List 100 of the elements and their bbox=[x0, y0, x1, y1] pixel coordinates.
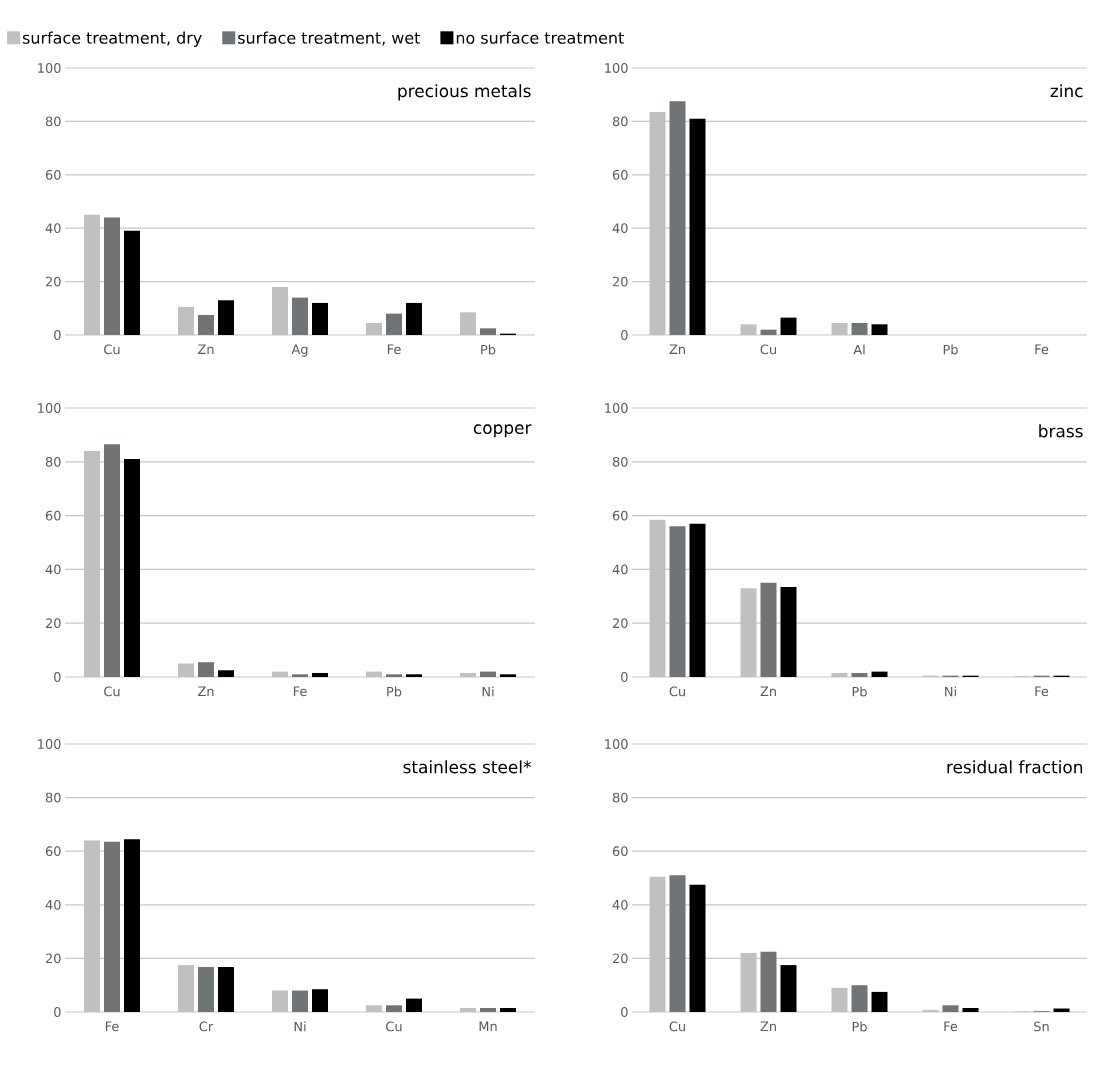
y-tick-label: 80 bbox=[45, 456, 61, 467]
x-tick-label: Ag bbox=[291, 344, 308, 357]
text: brass bbox=[1039, 424, 1083, 438]
y-tick-label: 60 bbox=[45, 169, 61, 180]
x-tick-label: Fe bbox=[293, 686, 307, 697]
y-tick-label: 100 bbox=[38, 403, 61, 413]
x-tick-label: Pb bbox=[852, 1021, 867, 1032]
x-tick-label: Cr bbox=[199, 1021, 214, 1032]
x-tick-label: Al bbox=[853, 344, 865, 355]
x-tick-label: Zn bbox=[760, 1021, 776, 1031]
y-tick-label: 0 bbox=[621, 330, 628, 340]
x-tick-label: Fe bbox=[1035, 344, 1049, 355]
x-tick-label: Zn bbox=[198, 344, 214, 354]
bar bbox=[292, 674, 308, 677]
y-tick-label: 80 bbox=[612, 456, 628, 467]
bar bbox=[871, 991, 888, 1012]
bar bbox=[406, 302, 422, 335]
x-tick-label: Zn bbox=[198, 686, 214, 696]
y-tick-label: 60 bbox=[612, 169, 628, 180]
y-tick-label: 0 bbox=[54, 672, 61, 682]
y-tick-label: 20 bbox=[612, 618, 628, 629]
text: copper bbox=[473, 424, 532, 438]
text: stainless steel* bbox=[403, 760, 531, 774]
bar bbox=[851, 322, 868, 335]
bar bbox=[480, 1007, 496, 1012]
bar bbox=[851, 672, 868, 677]
bar bbox=[386, 313, 402, 335]
y-tick-label: 80 bbox=[612, 116, 628, 127]
x-tick-label: Cu bbox=[669, 1021, 685, 1032]
y-tick-label: 40 bbox=[45, 564, 61, 575]
bar bbox=[386, 674, 402, 677]
text: zinc bbox=[1050, 84, 1083, 98]
legend-label: surface treatment, wet bbox=[238, 31, 421, 46]
bar bbox=[292, 297, 308, 335]
y-tick-label: 100 bbox=[605, 739, 628, 749]
x-tick-label: Mn bbox=[479, 1021, 497, 1031]
y-tick-label: 40 bbox=[612, 223, 628, 234]
bar bbox=[312, 672, 328, 677]
bar bbox=[480, 671, 496, 677]
bar bbox=[760, 951, 777, 1012]
x-tick-label: Zn bbox=[669, 344, 685, 354]
x-tick-label: Fe bbox=[944, 1021, 958, 1032]
bar bbox=[406, 998, 422, 1012]
bar bbox=[871, 324, 888, 335]
y-tick-label: 100 bbox=[605, 63, 628, 73]
y-tick-label: 20 bbox=[612, 953, 628, 964]
bar bbox=[669, 875, 686, 1012]
bar bbox=[198, 662, 214, 677]
x-tick-label: Fe bbox=[105, 1021, 119, 1032]
bar bbox=[124, 839, 140, 1012]
bar bbox=[124, 459, 140, 677]
text: precious metals bbox=[398, 84, 531, 101]
x-tick-label: Ni bbox=[294, 1021, 306, 1032]
bar bbox=[104, 841, 120, 1012]
x-tick-label: Fe bbox=[1035, 686, 1049, 697]
bar bbox=[386, 1005, 402, 1012]
y-tick-label: 20 bbox=[612, 276, 628, 287]
x-tick-label: Cu bbox=[669, 686, 685, 697]
x-tick-label: Pb bbox=[387, 686, 402, 697]
x-tick-label: Fe bbox=[387, 344, 401, 355]
bar bbox=[198, 966, 214, 1012]
y-tick-label: 0 bbox=[621, 672, 628, 682]
x-tick-label: Pb bbox=[852, 686, 867, 697]
bar bbox=[406, 674, 422, 677]
bar bbox=[124, 230, 140, 335]
y-tick-label: 80 bbox=[612, 792, 628, 803]
x-tick-label: Pb bbox=[943, 344, 958, 355]
y-tick-label: 100 bbox=[38, 63, 61, 73]
y-tick-label: 0 bbox=[54, 330, 61, 340]
bar bbox=[500, 674, 516, 677]
y-tick-label: 100 bbox=[38, 739, 61, 749]
y-tick-label: 60 bbox=[45, 846, 61, 857]
bar bbox=[760, 582, 777, 677]
y-tick-label: 40 bbox=[612, 899, 628, 910]
x-tick-label: Ni bbox=[945, 686, 956, 697]
x-tick-label: Cu bbox=[104, 686, 120, 697]
y-tick-label: 40 bbox=[45, 223, 61, 234]
y-tick-label: 60 bbox=[612, 510, 628, 521]
legend-label: no surface treatment bbox=[456, 31, 624, 44]
bar bbox=[312, 302, 328, 335]
y-tick-label: 0 bbox=[54, 1007, 61, 1017]
x-tick-label: Cu bbox=[386, 1021, 402, 1032]
legend-label: surface treatment, dry bbox=[22, 31, 202, 47]
bar bbox=[669, 101, 686, 335]
x-tick-label: Sn bbox=[1034, 1021, 1049, 1032]
x-tick-label: Cu bbox=[104, 344, 120, 355]
bar bbox=[780, 965, 797, 1012]
bar bbox=[218, 966, 234, 1012]
bar bbox=[218, 300, 234, 335]
bar bbox=[500, 1007, 516, 1012]
bar bbox=[780, 317, 797, 335]
y-tick-label: 0 bbox=[621, 1007, 628, 1017]
bar bbox=[104, 217, 120, 335]
bar bbox=[480, 328, 496, 335]
bar bbox=[689, 118, 706, 335]
bar bbox=[669, 526, 686, 677]
y-tick-label: 100 bbox=[605, 403, 628, 413]
x-tick-label: Ni bbox=[482, 686, 494, 697]
bar bbox=[198, 314, 214, 335]
x-tick-label: Zn bbox=[760, 686, 776, 696]
